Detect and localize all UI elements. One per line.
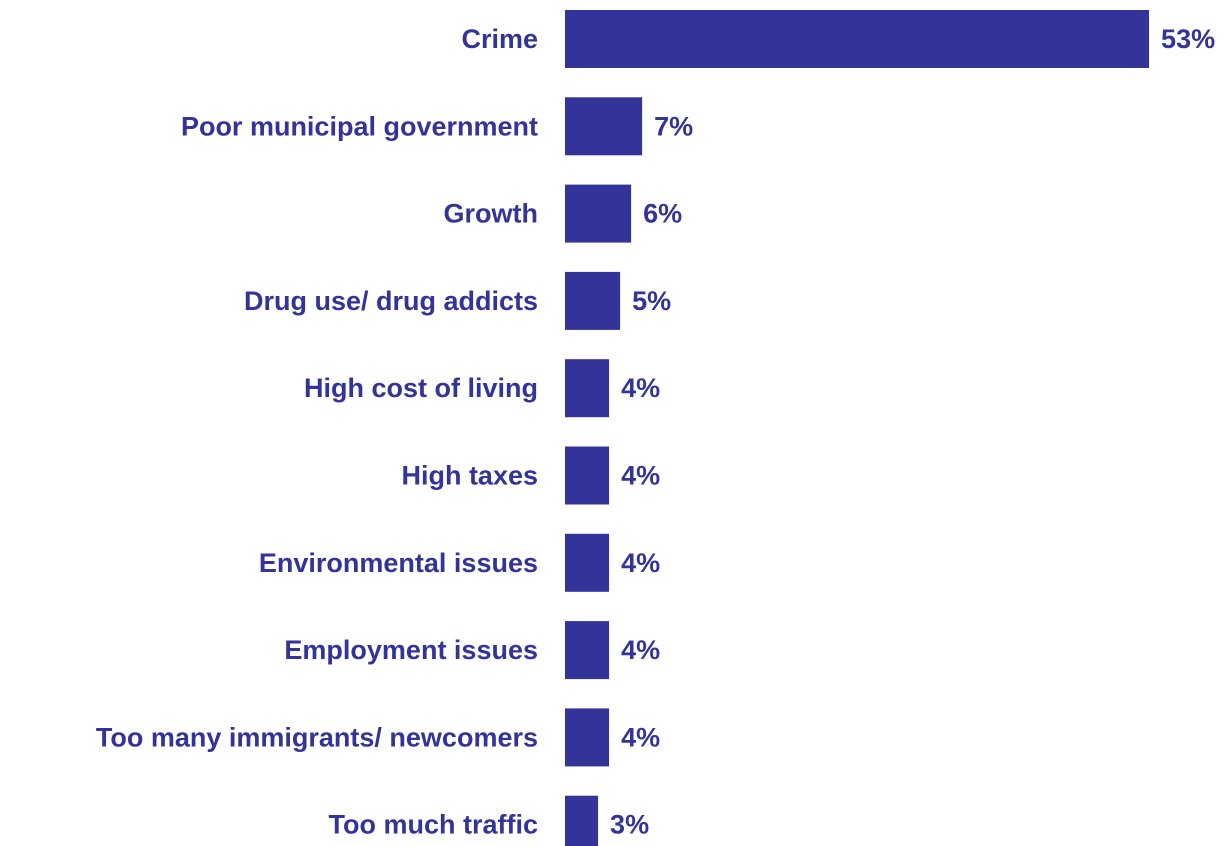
- category-label-growth: Growth: [444, 199, 539, 229]
- value-label-crime: 53%: [1161, 24, 1215, 54]
- bar-high-taxes: [565, 446, 610, 505]
- value-labels: 53% 7% 6% 5% 4% 4% 4% 4% 4% 3%: [610, 24, 1215, 840]
- category-label-too-much-traffic: Too much traffic: [328, 810, 538, 840]
- category-label-drug-use-drug-addicts: Drug use/ drug addicts: [244, 286, 538, 316]
- bar-drug-use-drug-addicts: [565, 271, 621, 330]
- value-label-too-much-traffic: 3%: [610, 810, 649, 840]
- category-label-poor-municipal-government: Poor municipal government: [181, 111, 538, 141]
- category-label-too-many-immigrants-newcomers: Too many immigrants/ newcomers: [96, 722, 538, 752]
- bar-employment-issues: [565, 621, 610, 680]
- value-label-high-taxes: 4%: [621, 461, 660, 491]
- bars: [565, 10, 1150, 846]
- value-label-high-cost-of-living: 4%: [621, 373, 660, 403]
- category-labels: Crime Poor municipal government Growth Drug…: [96, 24, 538, 840]
- value-label-growth: 6%: [643, 199, 682, 229]
- bar-crime: [565, 10, 1150, 68]
- value-label-poor-municipal-government: 7%: [654, 111, 693, 141]
- bar-too-many-immigrants-newcomers: [565, 708, 610, 767]
- value-label-employment-issues: 4%: [621, 635, 660, 665]
- bar-growth: [565, 184, 632, 243]
- category-label-high-cost-of-living: High cost of living: [304, 373, 538, 403]
- value-label-drug-use-drug-addicts: 5%: [632, 286, 671, 316]
- bar-too-much-traffic: [565, 795, 599, 846]
- category-label-crime: Crime: [461, 24, 538, 54]
- value-label-environmental-issues: 4%: [621, 548, 660, 578]
- category-label-employment-issues: Employment issues: [284, 635, 538, 665]
- value-label-too-many-immigrants-newcomers: 4%: [621, 722, 660, 752]
- bar-poor-municipal-government: [565, 97, 643, 156]
- category-label-high-taxes: High taxes: [401, 461, 538, 491]
- bar-environmental-issues: [565, 533, 610, 592]
- bar-high-cost-of-living: [565, 359, 610, 418]
- category-label-environmental-issues: Environmental issues: [259, 548, 538, 578]
